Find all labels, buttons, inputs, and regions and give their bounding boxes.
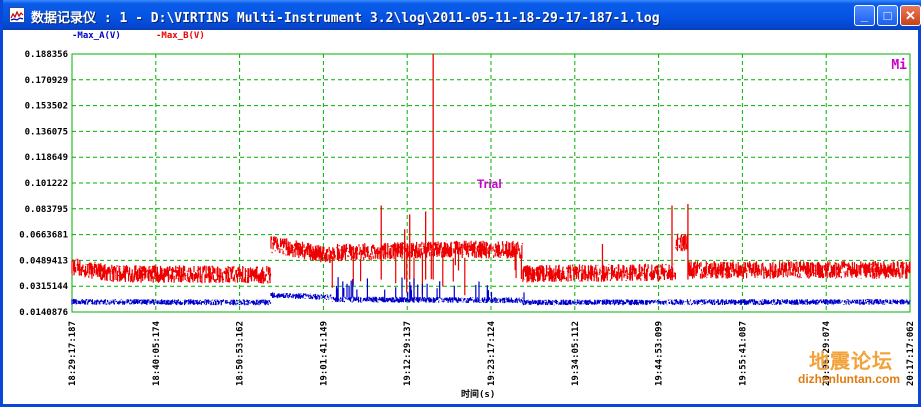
window-title: 数据记录仪 : 1 - D:\VIRTINS Multi-Instrument … — [31, 11, 660, 26]
y-tick-label: 0.170929 — [25, 76, 68, 86]
x-tick-label: 20:06:29:074 — [822, 320, 832, 386]
y-tick-label: 0.118649 — [25, 153, 68, 163]
watermark-text: 地震论坛 — [809, 349, 893, 373]
x-tick-label: 19:23:17:124 — [487, 320, 497, 386]
x-tick-label: 18:29:17:187 — [68, 321, 78, 386]
y-tick-label: 0.0140876 — [19, 308, 68, 318]
x-tick-label: 20:17:17:062 — [906, 321, 916, 386]
y-tick-label: 0.188356 — [25, 50, 68, 60]
x-tick-label: 19:01:41:149 — [319, 321, 329, 386]
x-tick-label: 19:34:05:112 — [571, 321, 581, 386]
y-tick-label: 0.083795 — [25, 205, 68, 215]
y-tick-label: 0.0315144 — [19, 282, 68, 292]
annotation-mi: Mi — [891, 58, 907, 73]
series-a-trace — [71, 277, 911, 306]
x-tick-label: 18:50:53:162 — [236, 321, 246, 386]
minimize-button[interactable]: _ — [854, 5, 875, 26]
x-tick-label: 19:12:29:137 — [403, 321, 413, 386]
close-button[interactable]: ✕ — [900, 5, 921, 26]
x-tick-label: 19:55:41:087 — [738, 321, 748, 386]
series-b-trace — [71, 233, 911, 296]
annotation-trial: Trial — [477, 177, 502, 191]
legend-series-a: -Max_A(V) — [72, 31, 121, 41]
x-tick-label: 18:40:05:174 — [152, 320, 162, 386]
log-chart[interactable]: 0.188356 0.170929 0.153502 0.136075 0.118649… — [3, 0, 921, 407]
x-axis-label: 时间(s) — [461, 388, 495, 400]
y-tick-label: 0.153502 — [25, 102, 68, 112]
chart-app-icon — [9, 7, 25, 23]
title-bar[interactable]: 数据记录仪 : 1 - D:\VIRTINS Multi-Instrument … — [3, 0, 921, 30]
y-tick-label: 0.0489413 — [19, 256, 68, 266]
legend-series-b: -Max_B(V) — [156, 31, 205, 41]
y-tick-label: 0.101222 — [25, 179, 68, 189]
maximize-button[interactable]: □ — [877, 5, 898, 26]
watermark-url: dizhenluntan.com — [798, 372, 900, 386]
y-tick-label: 0.136075 — [25, 127, 68, 137]
y-tick-label: 0.0663681 — [19, 231, 68, 241]
x-tick-label: 19:44:53:099 — [655, 321, 665, 386]
